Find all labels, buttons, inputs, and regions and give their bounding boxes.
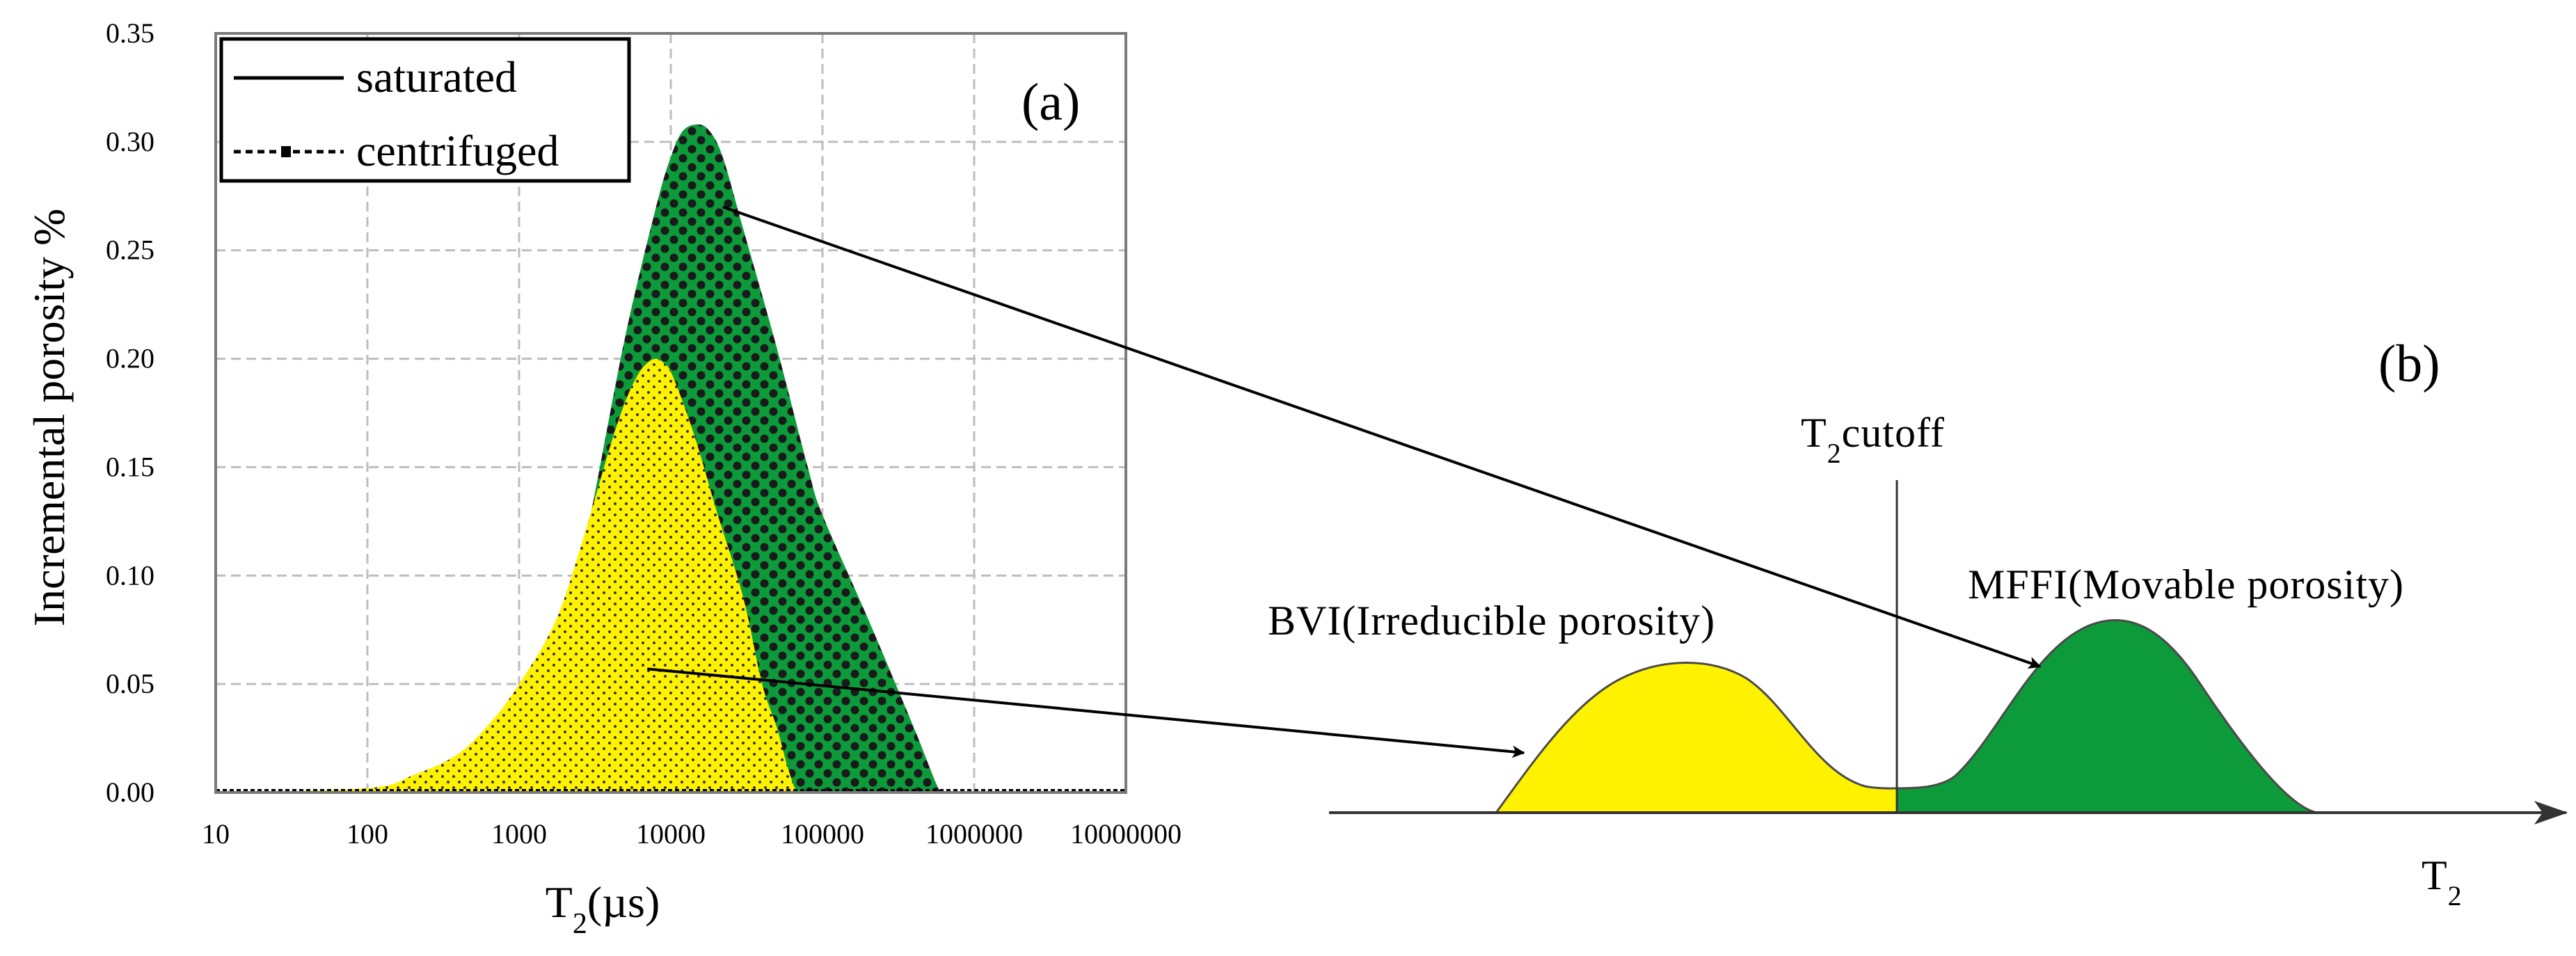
y-tick-label: 0.30 (106, 126, 154, 157)
y-axis-title: Incremental porosity % (24, 209, 74, 627)
y-tick-label: 0.15 (106, 451, 154, 482)
mffi-region (1895, 619, 2318, 814)
mffi-label: MFFI(Movable porosity) (1968, 561, 2404, 607)
y-tick-label: 0.20 (106, 343, 154, 374)
legend-label-centrifuged: centrifuged (356, 126, 559, 175)
legend-label-saturated: saturated (356, 52, 517, 102)
y-tick-label: 0.35 (106, 17, 154, 49)
panel-b-label: (b) (2378, 335, 2440, 393)
bvi-label: BVI(Irreducible porosity) (1268, 598, 1715, 644)
y-tick-labels: 0.00 0.05 0.10 0.15 0.20 0.25 0.30 0.35 (106, 17, 154, 808)
plot-frame (214, 32, 1127, 794)
x-tick-label: 1000 (491, 818, 547, 850)
series-areas (216, 124, 1126, 793)
y-tick-label: 0.10 (106, 559, 154, 591)
y-tick-label: 0.05 (106, 668, 154, 699)
connector-arrows (647, 205, 2042, 758)
arrow-saturated-to-mffi (722, 205, 2042, 669)
legend-swatch-centrifuged-marker (281, 146, 291, 157)
panel-a-chart: 0.000.050.100.150.200.250.300.35 10 100 10… (24, 17, 1182, 940)
x-axis-title: T2(µs) (546, 877, 660, 940)
x-tick-labels: 10 100 1000 10000 100000 1000000 10000000 (202, 818, 1182, 850)
x-tick-label: 100000 (781, 818, 864, 850)
legend: saturated centrifuged (219, 37, 631, 183)
y-tick-label: 0.25 (106, 234, 154, 266)
arrow-centrifuged-to-bvi (647, 667, 1525, 758)
t2-axis-label: T2 (2422, 852, 2463, 911)
x-tick-label: 10000 (636, 818, 706, 850)
x-tick-label: 10 (202, 818, 230, 850)
t2-cutoff-label: T2cutoff (1801, 410, 1945, 469)
x-tick-label: 100 (347, 818, 388, 850)
panel-a-label: (a) (1021, 73, 1080, 132)
centrifuged-area (216, 358, 1126, 792)
y-tick-label: 0.00 (106, 776, 154, 808)
x-tick-label: 10000000 (1070, 818, 1182, 850)
x-tick-label: 1000000 (925, 818, 1023, 850)
bvi-region (1494, 662, 1898, 814)
